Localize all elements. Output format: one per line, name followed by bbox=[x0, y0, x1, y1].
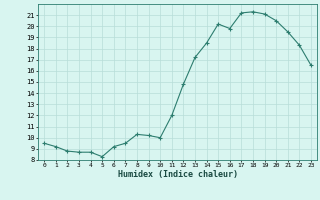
X-axis label: Humidex (Indice chaleur): Humidex (Indice chaleur) bbox=[118, 170, 238, 179]
